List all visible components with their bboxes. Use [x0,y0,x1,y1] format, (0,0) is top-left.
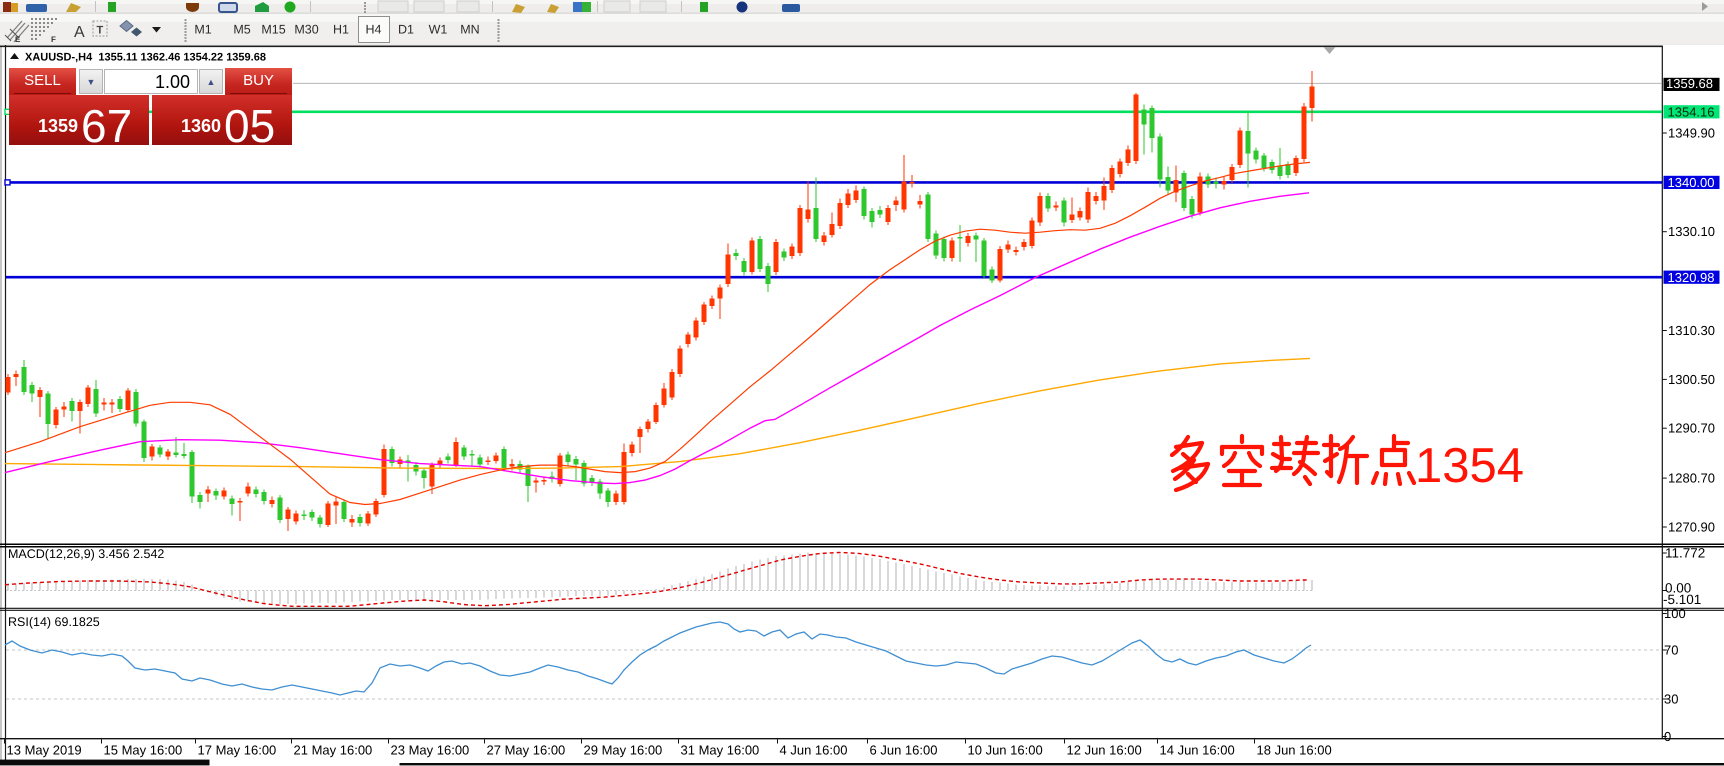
svg-text:1354: 1354 [1415,439,1524,493]
svg-text:6 Jun 16:00: 6 Jun 16:00 [870,743,938,758]
svg-text:70: 70 [1664,643,1678,658]
svg-text:E: E [15,35,21,44]
svg-text:0: 0 [1664,729,1671,744]
svg-text:M5: M5 [233,23,250,37]
svg-text:A: A [74,24,85,41]
svg-text:1340.00: 1340.00 [1668,175,1715,190]
svg-text:17 May 16:00: 17 May 16:00 [198,743,277,758]
svg-text:1280.70: 1280.70 [1668,471,1715,486]
svg-text:1270.90: 1270.90 [1668,520,1715,535]
svg-text:27 May 16:00: 27 May 16:00 [487,743,566,758]
svg-text:1359.68: 1359.68 [1666,76,1713,91]
svg-text:100: 100 [1664,606,1686,621]
svg-text:1349.90: 1349.90 [1668,126,1715,141]
svg-text:RSI(14) 69.1825: RSI(14) 69.1825 [8,615,100,629]
svg-text:12 Jun 16:00: 12 Jun 16:00 [1067,743,1142,758]
svg-text:MN: MN [460,23,479,37]
svg-text:10 Jun 16:00: 10 Jun 16:00 [968,743,1043,758]
svg-text:H4: H4 [366,23,382,37]
svg-text:23 May 16:00: 23 May 16:00 [391,743,470,758]
svg-text:H1: H1 [333,23,349,37]
svg-text:15 May 16:00: 15 May 16:00 [104,743,183,758]
svg-text:0.00: 0.00 [1665,581,1691,596]
svg-text:13 May 2019: 13 May 2019 [7,743,82,758]
svg-text:F: F [51,35,56,44]
svg-text:W1: W1 [429,23,448,37]
svg-text:MACD(12,26,9) 3.456 2.542: MACD(12,26,9) 3.456 2.542 [8,547,164,561]
svg-text:14 Jun 16:00: 14 Jun 16:00 [1160,743,1235,758]
svg-text:21 May 16:00: 21 May 16:00 [294,743,373,758]
svg-text:-5.101: -5.101 [1663,592,1701,607]
svg-text:M15: M15 [261,23,285,37]
svg-text:T: T [97,25,104,37]
svg-text:1300.50: 1300.50 [1668,372,1715,387]
svg-text:1310.30: 1310.30 [1668,323,1715,338]
svg-text:1320.98: 1320.98 [1668,270,1715,285]
svg-text:M1: M1 [194,23,211,37]
svg-text:XAUUSD-,H4 1355.11 1362.46 13: XAUUSD-,H4 1355.11 1362.46 1354.22 1359.… [25,52,266,64]
svg-text:31 May 16:00: 31 May 16:00 [681,743,760,758]
svg-text:11.772: 11.772 [1665,546,1705,561]
svg-text:18 Jun 16:00: 18 Jun 16:00 [1257,743,1332,758]
svg-text:1330.10: 1330.10 [1668,224,1715,239]
svg-text:M30: M30 [294,23,318,37]
svg-text:29 May 16:00: 29 May 16:00 [584,743,663,758]
svg-text:30: 30 [1664,692,1678,707]
svg-text:1290.70: 1290.70 [1668,421,1715,436]
svg-text:D1: D1 [398,23,414,37]
svg-text:4 Jun 16:00: 4 Jun 16:00 [780,743,848,758]
svg-text:1354.16: 1354.16 [1668,105,1715,120]
